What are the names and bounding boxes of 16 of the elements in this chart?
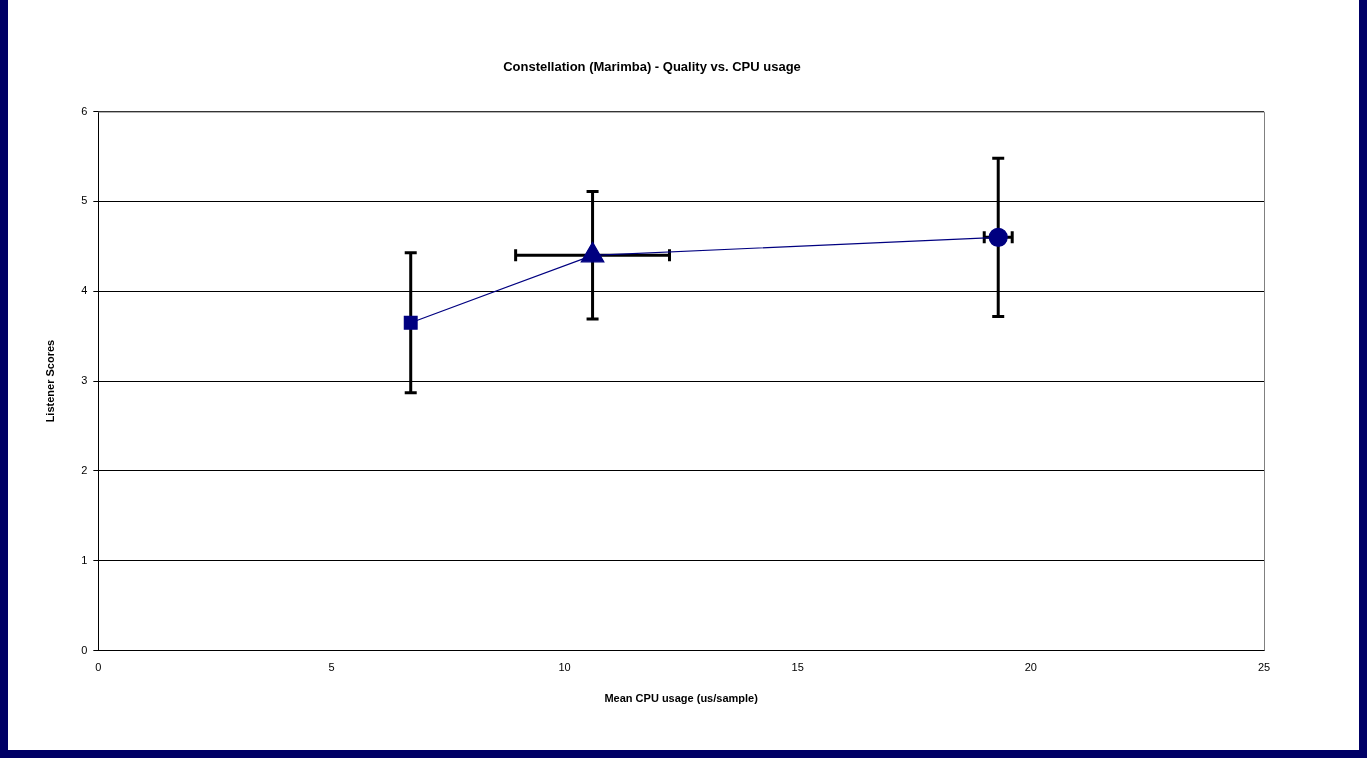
x-tick-label: 15 (791, 661, 804, 674)
y-tick-label: 3 (81, 374, 88, 387)
y-axis-title: Listener Scores (43, 339, 56, 423)
x-tick-label: 0 (95, 661, 102, 674)
y-tick-label: 4 (81, 284, 88, 297)
chart-title: Constellation (Marimba) - Quality vs. CPU usage (503, 59, 801, 75)
y-tick-label: 0 (81, 643, 88, 656)
y-tick-label: 6 (81, 104, 88, 117)
y-tick-label: 5 (81, 194, 88, 207)
x-tick-label: 5 (328, 661, 335, 674)
y-tick-label: 2 (81, 463, 88, 476)
x-axis-title: Mean CPU usage (us/sample) (604, 692, 759, 705)
y-tick-label: 1 (81, 553, 88, 566)
x-tick-label: 20 (1024, 661, 1037, 674)
x-tick-label: 10 (558, 661, 571, 674)
x-tick-label: 25 (1257, 661, 1271, 674)
